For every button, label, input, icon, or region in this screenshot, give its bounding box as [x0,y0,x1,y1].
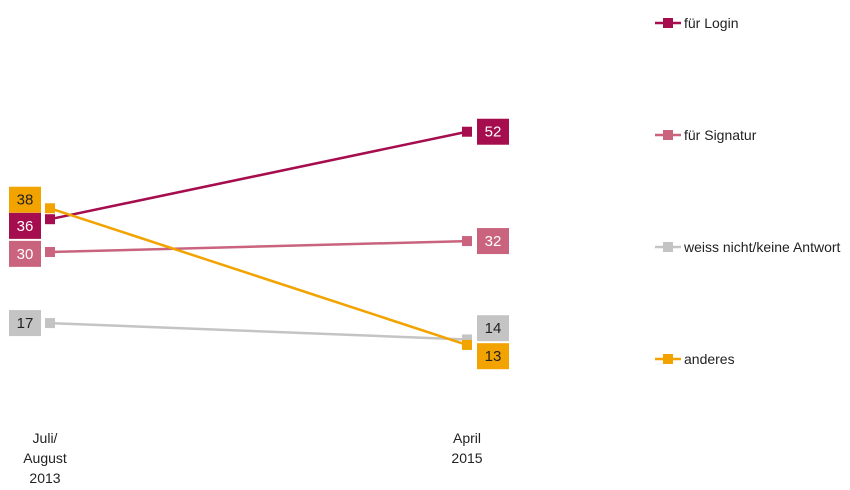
value-label-box [9,310,41,337]
legend-marker [663,242,673,252]
x-tick-label: Juli/ August 2013 [23,430,67,486]
point-marker [462,236,472,247]
series-line [49,207,468,347]
series-line [49,321,468,341]
value-label: 38 [17,192,34,209]
legend-label: weiss nicht/keine Antwort [684,239,841,255]
value-label: 30 [17,246,34,263]
point-marker [462,126,472,137]
value-label: 36 [17,218,34,235]
legend-marker [663,354,673,364]
legend-label: anderes [684,351,735,367]
value-label-box [477,118,509,145]
value-label: 17 [17,315,34,332]
value-label-box [477,315,509,342]
value-label-box [9,240,41,267]
x-tick-label: April 2015 [451,430,483,466]
point-marker [45,247,55,257]
value-label-box [9,212,41,239]
value-label: 52 [485,124,502,141]
legend-marker [663,130,673,140]
legend-marker [663,18,673,28]
series-line [49,130,468,221]
value-label: 32 [485,233,502,250]
value-label: 13 [485,348,502,365]
value-label: 14 [485,320,502,337]
point-marker [45,214,55,225]
point-marker [462,339,472,350]
point-marker [462,334,472,345]
value-label-box [9,186,41,213]
point-marker [45,318,55,329]
series-line [49,239,468,254]
legend-label: für Signatur [684,127,757,143]
point-marker [45,203,55,214]
value-label-box [477,228,509,255]
value-label-box [477,343,509,370]
legend-label: für Login [684,15,739,31]
